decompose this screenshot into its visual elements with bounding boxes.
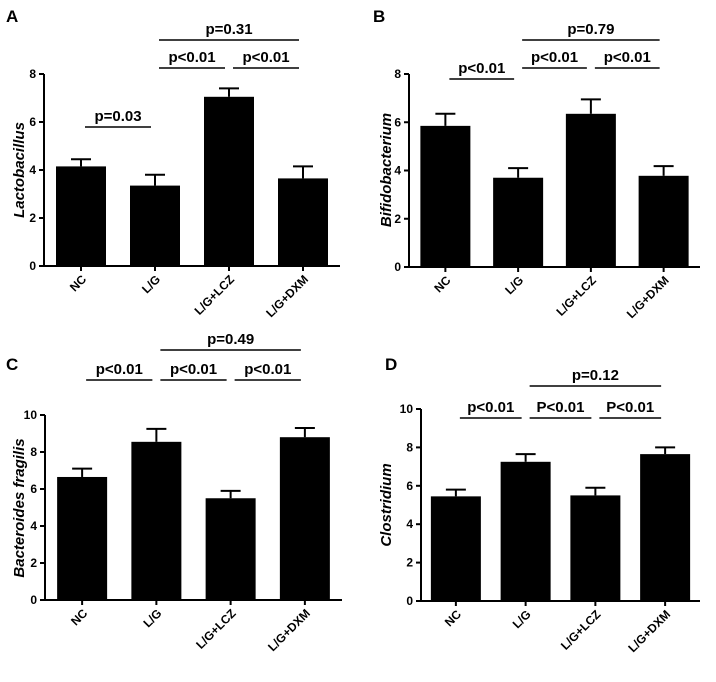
y-tick-label: 6: [394, 115, 401, 129]
bar-l-g: [493, 177, 544, 267]
p-value-label: P<0.01: [606, 399, 654, 416]
p-value-label: p<0.01: [458, 60, 505, 77]
bar-l-g: [130, 185, 180, 266]
panel-b: B Bifidobacterium 0 2 4 6 8 NC L/G L/G+LCZ L/G+DXM…: [373, 7, 700, 321]
panel-c: C Bacteroides fragilis 0 2 4 6 8 10 NC L/G L/G+LCZ…: [6, 331, 342, 654]
y-tick-label: 2: [406, 556, 413, 570]
bar-l-g-lcz: [570, 495, 621, 601]
bar-l-g-dxm: [638, 175, 689, 267]
y-axis-label: Bifidobacterium: [378, 113, 395, 227]
x-tick-label: L/G: [502, 273, 526, 297]
y-axis-label: Bacteroides fragilis: [11, 438, 28, 577]
y-tick-label: 2: [394, 212, 401, 226]
y-tick-label: 4: [406, 517, 413, 531]
x-tick-label: L/G: [139, 272, 163, 296]
x-tick-label: NC: [67, 272, 89, 294]
bar-l-g-dxm: [279, 437, 330, 600]
x-tick-label: L/G+DXM: [625, 607, 673, 655]
p-value-label: p=0.49: [207, 331, 254, 348]
y-axis-label: Clostridium: [378, 463, 395, 546]
p-value-label: P<0.01: [537, 399, 585, 416]
p-value-label: p<0.01: [96, 361, 143, 378]
bar-l-g: [500, 461, 551, 601]
y-tick-label: 0: [394, 260, 401, 274]
bar-nc: [57, 476, 108, 600]
y-tick-label: 0: [30, 593, 37, 607]
x-tick-label: L/G+LCZ: [553, 273, 598, 318]
p-value-label: p<0.01: [244, 361, 291, 378]
bar-l-g: [131, 441, 182, 600]
p-value-label: p=0.03: [94, 108, 141, 125]
y-tick-label: 0: [29, 259, 36, 273]
bar-l-g-dxm: [278, 178, 328, 266]
p-value-label: p=0.79: [567, 21, 614, 38]
y-tick-label: 6: [406, 479, 413, 493]
y-tick-label: 4: [394, 164, 401, 178]
panel-a: A Lactobacillus 0 2 4 6 8 NC L/G L/G+LCZ L/G+DXM p=…: [6, 7, 340, 320]
y-tick-label: 8: [29, 67, 36, 81]
x-tick-label: L/G+LCZ: [193, 606, 238, 651]
x-tick-label: L/G+DXM: [265, 606, 313, 654]
bar-nc: [430, 496, 481, 601]
panel-letter: A: [6, 7, 18, 26]
p-value-label: p=0.12: [572, 367, 619, 384]
p-value-label: p<0.01: [168, 49, 215, 66]
x-tick-label: L/G+DXM: [263, 272, 311, 320]
y-tick-label: 2: [29, 211, 36, 225]
p-value-label: p<0.01: [467, 399, 514, 416]
p-value-label: p<0.01: [531, 49, 578, 66]
y-tick-label: 8: [406, 440, 413, 454]
bar-l-g-dxm: [640, 454, 691, 601]
y-tick-label: 10: [400, 402, 414, 416]
bar-l-g-lcz: [205, 498, 256, 600]
x-tick-label: L/G: [140, 606, 164, 630]
p-value-label: p=0.31: [205, 21, 252, 38]
panel-letter: D: [385, 355, 397, 374]
y-tick-label: 4: [29, 163, 36, 177]
y-tick-label: 8: [394, 67, 401, 81]
bar-nc: [420, 125, 471, 268]
panel-letter: B: [373, 7, 385, 26]
y-tick-label: 6: [29, 115, 36, 129]
y-tick-label: 2: [30, 556, 37, 570]
y-tick-label: 8: [30, 445, 37, 459]
panel-d: D Clostridium 0 2 4 6 8 10 NC L/G L/G+LCZ L/G+DXM p<…: [378, 355, 700, 655]
p-value-label: p<0.01: [242, 49, 289, 66]
x-tick-label: L/G: [510, 607, 534, 631]
p-value-label: p<0.01: [604, 49, 651, 66]
bar-nc: [56, 166, 106, 266]
bar-l-g-lcz: [565, 113, 616, 268]
y-tick-label: 0: [406, 594, 413, 608]
panel-letter: C: [6, 355, 18, 374]
p-value-label: p<0.01: [170, 361, 217, 378]
x-tick-label: NC: [442, 607, 464, 629]
x-tick-label: NC: [431, 273, 453, 295]
x-tick-label: NC: [68, 606, 90, 628]
y-tick-label: 6: [30, 482, 37, 496]
x-tick-label: L/G+LCZ: [192, 272, 237, 317]
x-tick-label: L/G+DXM: [624, 273, 672, 321]
y-tick-label: 4: [30, 519, 37, 533]
x-tick-label: L/G+LCZ: [558, 607, 603, 652]
bar-l-g-lcz: [204, 96, 254, 266]
y-axis-label: Lactobacillus: [11, 122, 28, 218]
y-tick-label: 10: [24, 408, 38, 422]
